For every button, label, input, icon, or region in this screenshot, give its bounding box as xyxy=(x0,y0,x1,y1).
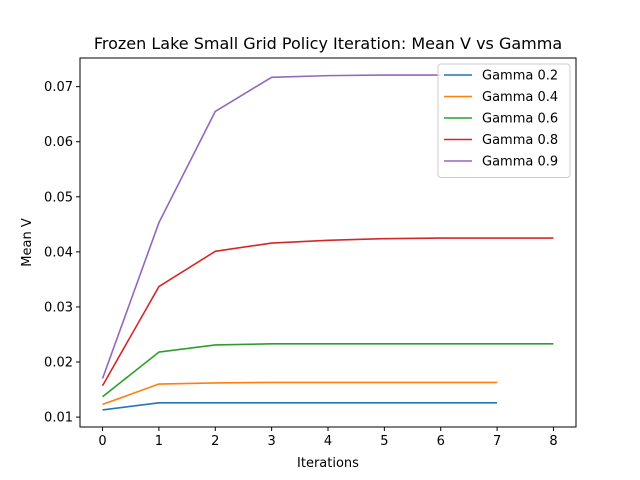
y-tick-label: 0.05 xyxy=(44,190,73,205)
y-tick-label: 0.02 xyxy=(44,356,73,371)
series-line-gamma-0-8 xyxy=(101,237,554,387)
x-tick-label: 5 xyxy=(380,434,388,449)
legend-label: Gamma 0.2 xyxy=(482,69,558,84)
legend-label: Gamma 0.9 xyxy=(482,155,558,170)
y-tick-label: 0.04 xyxy=(44,245,73,260)
series-line-gamma-0-4 xyxy=(102,381,498,406)
chart-title: Frozen Lake Small Grid Policy Iteration:… xyxy=(94,34,562,53)
legend: Gamma 0.2 Gamma 0.4 Gamma 0.6 Gamma 0.8 Gamm… xyxy=(437,63,571,178)
y-tick-label: 0.01 xyxy=(44,411,73,426)
legend-label: Gamma 0.8 xyxy=(482,133,558,148)
x-tick-label: 8 xyxy=(549,434,557,449)
x-tick-label: 4 xyxy=(324,434,332,449)
x-tick-label: 6 xyxy=(437,434,445,449)
y-tick-label: 0.06 xyxy=(44,135,73,150)
x-tick-label: 1 xyxy=(155,434,163,449)
series-line-gamma-0-6 xyxy=(102,343,554,398)
x-axis-label: Iterations xyxy=(297,456,359,471)
series-line-gamma-0-9 xyxy=(101,74,441,379)
legend-label: Gamma 0.6 xyxy=(482,112,558,127)
y-tick-label: 0.03 xyxy=(44,300,73,315)
series-line-gamma-0-2 xyxy=(102,401,498,411)
y-tick-label: 0.07 xyxy=(44,80,73,95)
y-axis-label: Mean V xyxy=(20,218,35,267)
ticks-layer: 0 1 2 3 4 5 6 7 8 0.01 0.02 0.03 0.04 0.05 0.06 0.07 xyxy=(44,80,558,449)
x-tick-label: 2 xyxy=(211,434,219,449)
legend-box xyxy=(437,63,571,178)
plot-frame xyxy=(79,57,577,428)
x-tick-label: 3 xyxy=(267,434,275,449)
legend-label: Gamma 0.4 xyxy=(482,90,558,105)
series-layer xyxy=(101,74,554,411)
x-tick-label: 7 xyxy=(493,434,501,449)
x-tick-label: 0 xyxy=(98,434,106,449)
